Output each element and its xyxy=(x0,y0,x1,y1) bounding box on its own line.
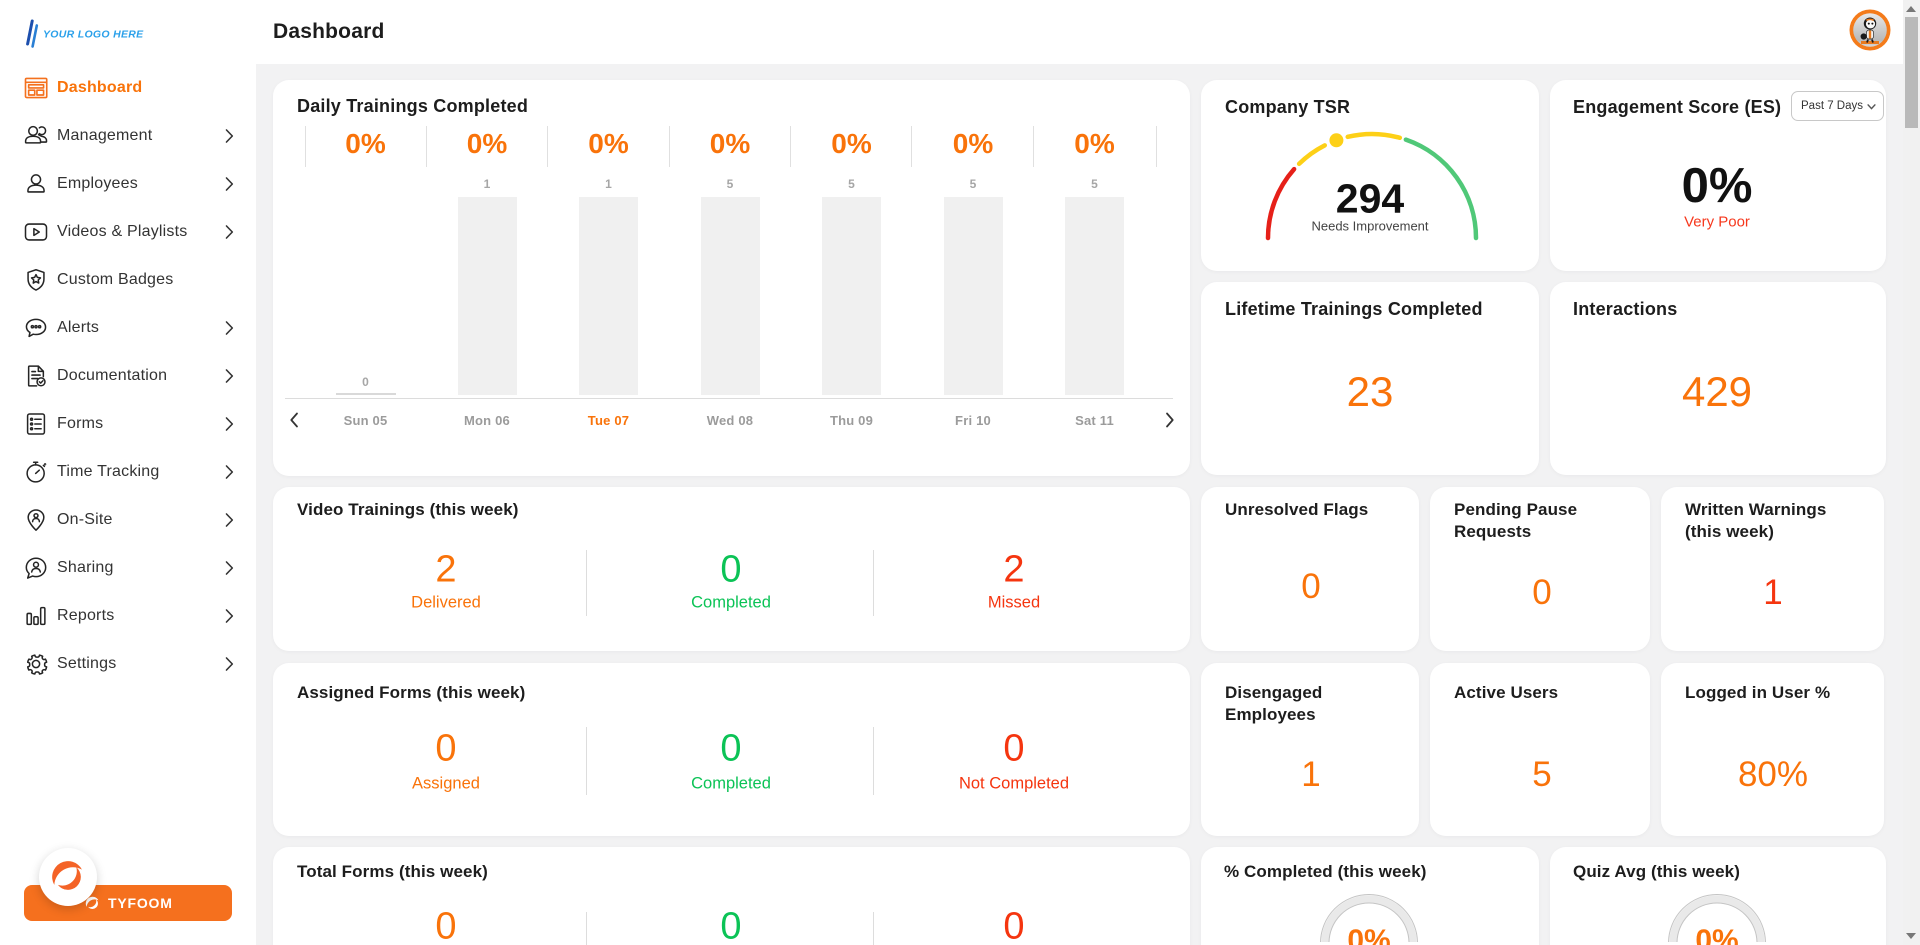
svg-text:YOUR LOGO HERE: YOUR LOGO HERE xyxy=(43,29,144,41)
